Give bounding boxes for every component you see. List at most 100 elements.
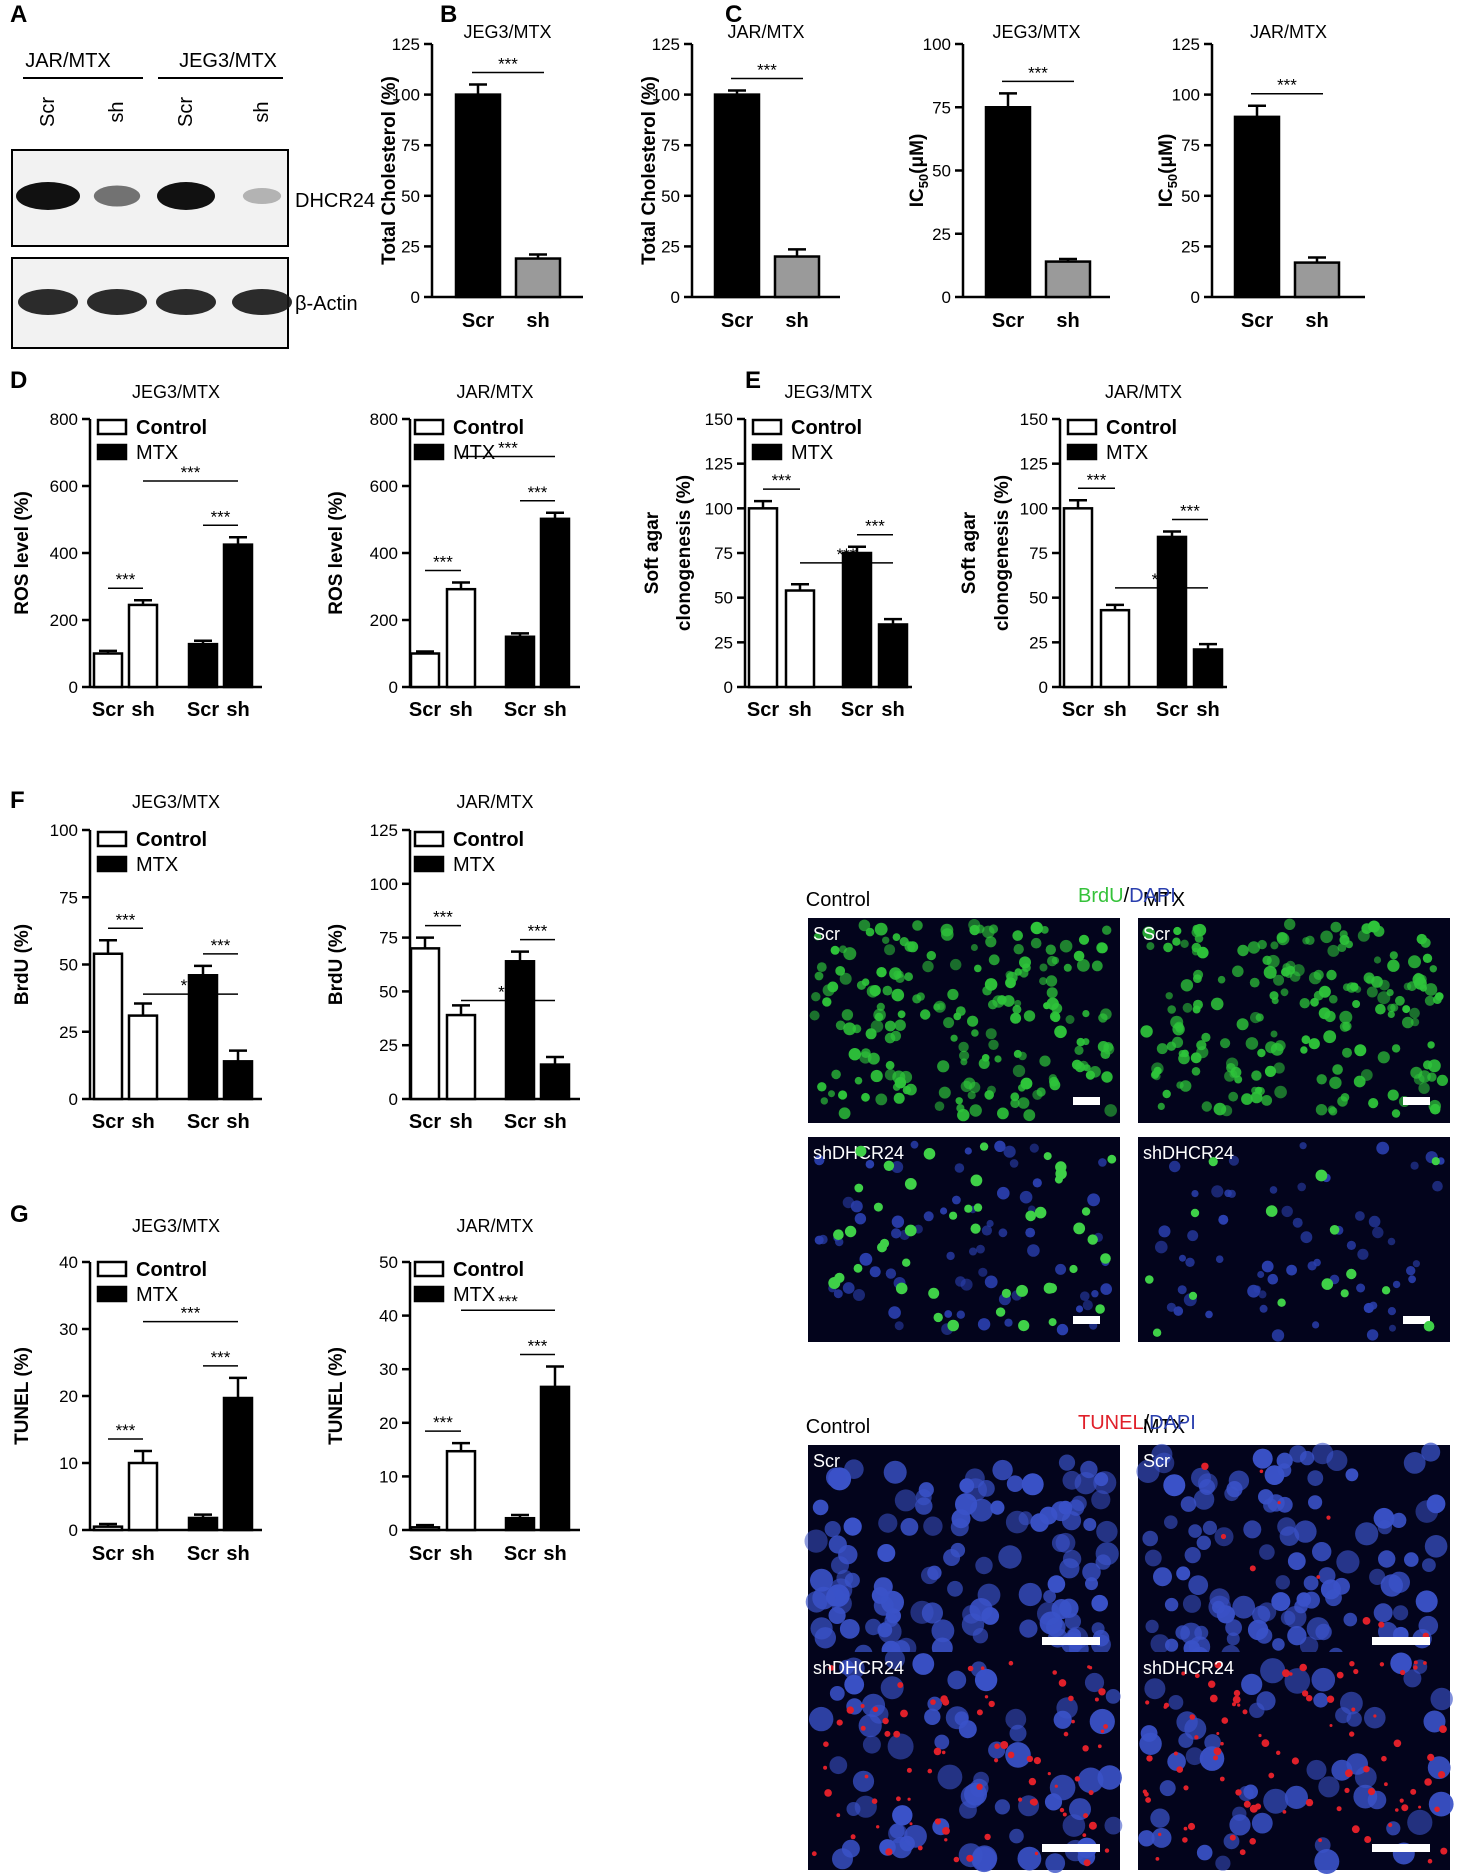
- nucleus: [1021, 1473, 1044, 1496]
- legend-swatch: [751, 443, 783, 461]
- nucleus: [1056, 1323, 1069, 1336]
- nucleus: [1159, 1780, 1176, 1797]
- nucleus: [1406, 1266, 1416, 1276]
- stain-spot: [1349, 1661, 1355, 1667]
- y-tick-label: 25: [401, 237, 420, 256]
- y-tick-label: 125: [652, 35, 680, 54]
- nucleus: [1245, 1037, 1259, 1050]
- nucleus: [1215, 1855, 1231, 1871]
- nucleus: [1162, 1089, 1171, 1099]
- nucleus: [1188, 1524, 1202, 1538]
- western-blot: JAR/MTX JEG3/MTX Scr sh Scr sh DHCR24 β-Actin: [11, 50, 375, 349]
- stain-label: BrdU: [1078, 885, 1124, 907]
- nucleus: [1009, 1159, 1019, 1168]
- bar: [784, 589, 816, 689]
- nucleus: [1064, 1613, 1081, 1630]
- nucleus: [970, 944, 978, 951]
- bar: [409, 652, 441, 689]
- stain-legend: BrdU/DAPI: [1078, 885, 1176, 907]
- y-tick-label: 100: [652, 86, 680, 105]
- significance-label: ***: [211, 1348, 231, 1367]
- legend-label: Control: [791, 417, 862, 439]
- stain-spot: [944, 1838, 948, 1842]
- y-tick-label: 0: [69, 1090, 78, 1109]
- stain-spot: [1155, 1857, 1160, 1861]
- panel-letter-c: C: [725, 1, 742, 28]
- nucleus: [1196, 1040, 1207, 1051]
- nucleus: [1164, 1597, 1179, 1612]
- nucleus: [1228, 1470, 1250, 1491]
- stain-spot: [1423, 1661, 1427, 1665]
- stain-spot: [1424, 1778, 1432, 1786]
- nucleus: [1299, 1142, 1307, 1150]
- nucleus: [988, 924, 999, 934]
- nucleus: [1275, 1575, 1291, 1590]
- nucleus: [1144, 1678, 1166, 1700]
- nucleus: [1356, 1283, 1366, 1293]
- nucleus: [1001, 1288, 1012, 1298]
- significance-label: ***: [528, 483, 548, 502]
- bar: [504, 1516, 536, 1532]
- nucleus: [1032, 1089, 1043, 1100]
- nucleus: [977, 1318, 991, 1331]
- nucleus: [1082, 1300, 1093, 1311]
- nucleus: [1330, 921, 1342, 933]
- stain-spot: [1400, 1669, 1406, 1676]
- scale-bar: [1403, 1097, 1430, 1105]
- nucleus: [1373, 956, 1382, 964]
- nucleus: [879, 1238, 890, 1248]
- bar: [127, 1461, 159, 1532]
- nucleus: [1355, 1522, 1379, 1546]
- stain-spot: [1329, 1724, 1333, 1727]
- chart-title: JEG3/MTX: [132, 792, 220, 812]
- nucleus: [1025, 1227, 1036, 1238]
- x-tick-label: sh: [543, 1543, 566, 1565]
- nucleus: [1009, 1828, 1024, 1844]
- stain-spot: [1235, 1789, 1242, 1796]
- nucleus: [891, 988, 905, 1002]
- stain-spot: [1094, 1697, 1099, 1702]
- stain-spot: [1088, 1666, 1093, 1670]
- nucleus: [1091, 1490, 1111, 1510]
- y-tick-label: 20: [379, 1414, 398, 1433]
- stain-spot: [1145, 1797, 1151, 1803]
- nucleus: [1272, 1638, 1285, 1651]
- y-tick-label: 75: [661, 136, 680, 155]
- y-tick-label: 800: [50, 410, 78, 429]
- bar: [222, 1060, 254, 1101]
- x-tick-label: sh: [131, 1111, 154, 1133]
- y-tick-label: 0: [411, 288, 420, 307]
- stain-spot: [1182, 1837, 1188, 1843]
- stain-spot: [1399, 1798, 1404, 1803]
- nucleus: [937, 1764, 963, 1790]
- stain-spot: [1259, 1469, 1264, 1474]
- nucleus: [1043, 1282, 1055, 1294]
- stain-spot: [1384, 1782, 1388, 1787]
- y-tick-label: 0: [389, 1090, 398, 1109]
- nucleus: [882, 936, 890, 944]
- nucleus: [1104, 1104, 1117, 1117]
- nucleus: [1402, 1016, 1414, 1029]
- stain-spot: [994, 1743, 1000, 1749]
- chart-title: JEG3/MTX: [132, 1216, 220, 1236]
- nucleus: [1059, 939, 1073, 953]
- nucleus: [1051, 1012, 1061, 1023]
- nucleus: [1055, 1161, 1067, 1173]
- nucleus: [1261, 1260, 1274, 1273]
- y-tick-label: 200: [370, 611, 398, 630]
- nucleus: [1196, 1535, 1212, 1551]
- nucleus: [1043, 1590, 1056, 1603]
- panel-letter-e: E: [745, 367, 761, 394]
- nucleus: [952, 1195, 961, 1205]
- nucleus: [907, 941, 919, 953]
- stain-spot: [1393, 1739, 1402, 1748]
- nucleus: [947, 988, 959, 1001]
- nucleus: [891, 1215, 905, 1228]
- nucleus: [969, 1104, 982, 1117]
- stain-spot: [1249, 1838, 1256, 1845]
- y-tick-label: 30: [59, 1320, 78, 1339]
- nucleus: [943, 1017, 955, 1029]
- nucleus: [997, 1186, 1010, 1200]
